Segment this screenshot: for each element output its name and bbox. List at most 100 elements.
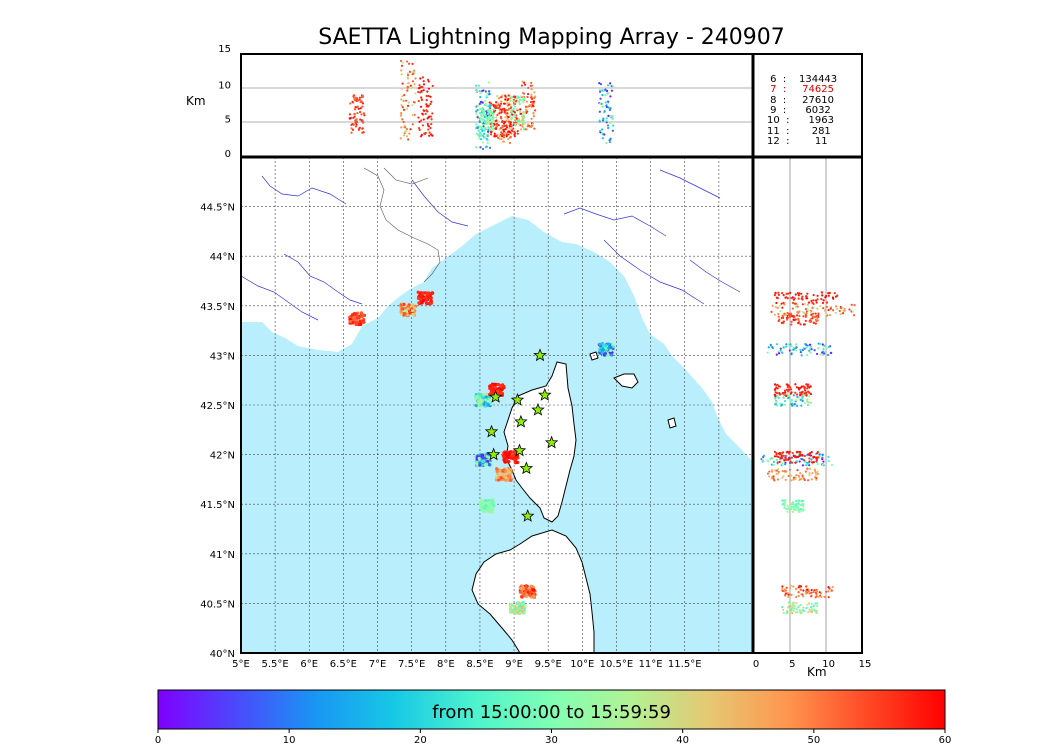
lightning-source-side [817, 347, 820, 350]
latitude-tick-label: 41°N [210, 550, 235, 561]
lightning-source-altitude [598, 129, 602, 133]
lightning-source-side [789, 291, 792, 294]
lightning-source-side [784, 499, 787, 502]
lightning-source-altitude [408, 70, 412, 73]
lightning-source-side [803, 478, 806, 482]
lightning-source-side [803, 454, 806, 458]
lightning-source-side [799, 612, 803, 615]
lightning-source-side [808, 320, 811, 323]
latitude-tick-label: 41.5°N [200, 500, 235, 511]
lightning-source-side [817, 595, 821, 598]
lightning-source-altitude [481, 101, 484, 104]
lightning-source-altitude [474, 127, 477, 130]
lightning-source-altitude [485, 145, 488, 148]
lightning-source [604, 344, 608, 348]
lightning-source-altitude [611, 129, 615, 132]
lightning-source-altitude [350, 127, 353, 130]
chart-title: SAETTA Lightning Mapping Array - 240907 [318, 25, 785, 50]
latitude-tick-label: 42°N [210, 451, 235, 462]
longitude-tick-label: 8°E [437, 659, 455, 670]
lightning-source-side [795, 474, 798, 477]
lightning-source [475, 462, 479, 467]
lightning-source-altitude [420, 96, 423, 99]
lightning-source-side [770, 477, 774, 480]
lightning-source-side [766, 472, 770, 475]
lightning-source-altitude [500, 100, 503, 103]
lightning-source-side [810, 591, 813, 594]
longitude-tick-label: 9.5°E [535, 659, 562, 670]
lightning-source-altitude [492, 108, 495, 111]
lightning-source-side [781, 587, 784, 590]
lightning-source-altitude [425, 105, 428, 108]
lightning-source-side [785, 343, 788, 346]
lightning-source-side [816, 452, 819, 455]
lightning-source-altitude [426, 124, 430, 127]
lightning-source [522, 592, 526, 596]
lma-stations [484, 348, 559, 522]
lightning-source-side [792, 454, 795, 457]
lightning-source-altitude [426, 90, 429, 93]
lightning-source-altitude [522, 111, 525, 114]
lightning-source-altitude [431, 112, 434, 115]
lightning-source-altitude [485, 137, 488, 140]
lightning-source-altitude [506, 98, 509, 102]
lightning-source-altitude [519, 120, 522, 123]
lightning-source [509, 456, 514, 460]
lightning-source-side [816, 602, 819, 605]
altitude-count-row: 8 : 27610 [767, 94, 834, 106]
lightning-source-side [787, 458, 790, 461]
lightning-source-altitude [507, 115, 510, 119]
lightning-source-side [784, 391, 787, 394]
lightning-source-altitude [529, 100, 533, 104]
lightning-source-altitude [519, 128, 523, 131]
lightning-source-side [780, 292, 784, 295]
lightning-source [502, 453, 507, 457]
lightning-source-side [795, 601, 798, 605]
lightning-source-altitude [497, 97, 501, 100]
lightning-source-altitude [401, 105, 404, 109]
lightning-source-altitude [508, 125, 511, 128]
lightning-source-side [778, 391, 781, 395]
lightning-source-side [795, 346, 798, 349]
lightning-source-altitude [498, 134, 502, 138]
lightning-source-altitude [492, 120, 495, 124]
lightning-source-altitude [354, 125, 358, 128]
lightning-source-side [801, 593, 804, 596]
lightning-source [481, 459, 485, 464]
lightning-source [411, 303, 415, 307]
lightning-source-side [794, 318, 797, 321]
lightning-source-altitude [421, 85, 424, 89]
lightning-source-altitude [487, 132, 490, 135]
lightning-source-altitude [497, 124, 500, 127]
lightning-source-side [788, 349, 791, 352]
lightning-source-altitude [418, 84, 421, 87]
lightning-source-altitude [505, 119, 508, 123]
lightning-source-altitude [605, 142, 608, 145]
lightning-source [500, 388, 504, 392]
longitude-tick-label: 6.5°E [330, 659, 357, 670]
station-star-icon [520, 508, 535, 522]
colorbar-ticks: 0 10 20 30 40 50 60 [155, 729, 951, 746]
lightning-source-altitude [505, 102, 508, 105]
lightning-source-altitude [503, 109, 506, 112]
lightning-source-side [788, 397, 791, 401]
lightning-source-altitude [527, 86, 530, 90]
lightning-source-side [808, 592, 811, 595]
lightning-source-side [800, 292, 803, 295]
lightning-source-side [848, 308, 851, 311]
lightning-source-side [806, 309, 810, 312]
lightning-source-altitude [501, 94, 504, 97]
lightning-source-altitude [406, 89, 409, 92]
lightning-source-side [786, 292, 790, 295]
lightning-source-side [785, 316, 789, 319]
lightning-source [509, 450, 513, 454]
lightning-source-side [788, 457, 792, 460]
lightning-source-side [798, 605, 801, 608]
longitude-tick-label: 5.5°E [262, 659, 289, 670]
lightning-source-altitude [360, 119, 364, 122]
lightning-source [476, 399, 481, 403]
lightning-source-side [827, 292, 830, 295]
lightning-source-altitude [501, 135, 504, 138]
lightning-source-altitude [502, 130, 505, 133]
lightning-source-side [801, 475, 804, 478]
